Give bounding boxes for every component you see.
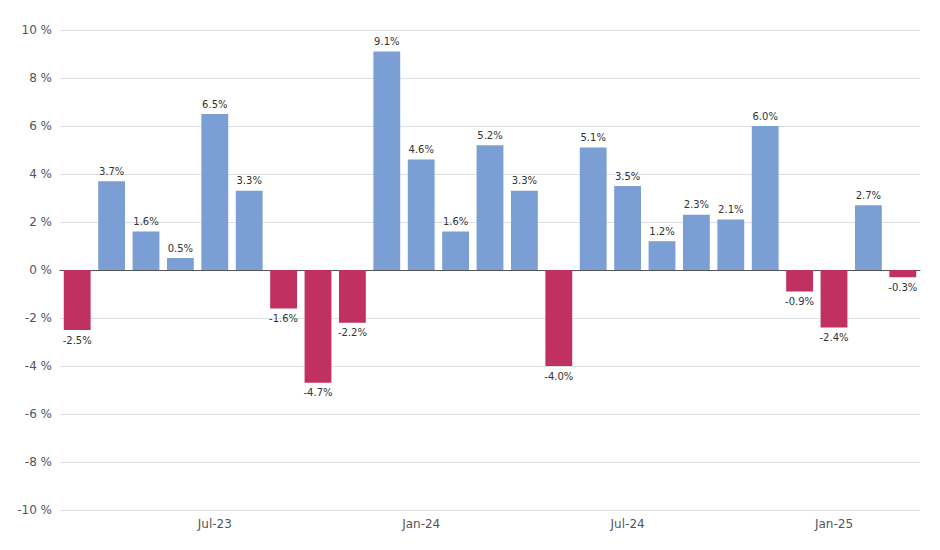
svg-text:Jul-24: Jul-24 bbox=[610, 517, 645, 531]
svg-text:-4.0%: -4.0% bbox=[544, 371, 573, 382]
svg-text:-2.2%: -2.2% bbox=[338, 327, 367, 338]
svg-text:4.6%: 4.6% bbox=[408, 144, 433, 155]
svg-text:4 %: 4 % bbox=[29, 167, 52, 181]
svg-text:0 %: 0 % bbox=[29, 263, 52, 277]
svg-text:-1.6%: -1.6% bbox=[269, 313, 298, 324]
svg-text:-0.3%: -0.3% bbox=[888, 282, 917, 293]
svg-text:3.7%: 3.7% bbox=[99, 166, 124, 177]
svg-text:6 %: 6 % bbox=[29, 119, 52, 133]
svg-text:2.3%: 2.3% bbox=[684, 199, 709, 210]
svg-text:1.2%: 1.2% bbox=[649, 226, 674, 237]
svg-text:1.6%: 1.6% bbox=[443, 216, 468, 227]
svg-text:2 %: 2 % bbox=[29, 215, 52, 229]
svg-text:-10 %: -10 % bbox=[17, 503, 52, 517]
svg-text:Jan-25: Jan-25 bbox=[814, 517, 853, 531]
svg-text:8 %: 8 % bbox=[29, 71, 52, 85]
svg-text:-2 %: -2 % bbox=[25, 311, 52, 325]
svg-text:10 %: 10 % bbox=[22, 23, 53, 37]
svg-text:-2.5%: -2.5% bbox=[63, 335, 92, 346]
svg-text:9.1%: 9.1% bbox=[374, 36, 399, 47]
svg-text:3.5%: 3.5% bbox=[615, 171, 640, 182]
svg-text:Jan-24: Jan-24 bbox=[401, 517, 440, 531]
svg-text:3.3%: 3.3% bbox=[236, 175, 261, 186]
svg-text:5.2%: 5.2% bbox=[477, 130, 502, 141]
svg-text:1.6%: 1.6% bbox=[133, 216, 158, 227]
svg-text:-2.4%: -2.4% bbox=[819, 332, 848, 343]
svg-text:2.7%: 2.7% bbox=[856, 190, 881, 201]
svg-text:Jul-23: Jul-23 bbox=[197, 517, 232, 531]
svg-text:-0.9%: -0.9% bbox=[785, 296, 814, 307]
svg-text:-6 %: -6 % bbox=[25, 407, 52, 421]
svg-text:6.0%: 6.0% bbox=[752, 111, 777, 122]
svg-text:6.5%: 6.5% bbox=[202, 99, 227, 110]
svg-text:-4 %: -4 % bbox=[25, 359, 52, 373]
svg-text:2.1%: 2.1% bbox=[718, 204, 743, 215]
svg-text:-4.7%: -4.7% bbox=[303, 387, 332, 398]
svg-text:-8 %: -8 % bbox=[25, 455, 52, 469]
svg-text:0.5%: 0.5% bbox=[168, 243, 193, 254]
svg-text:3.3%: 3.3% bbox=[512, 175, 537, 186]
svg-text:5.1%: 5.1% bbox=[580, 132, 605, 143]
